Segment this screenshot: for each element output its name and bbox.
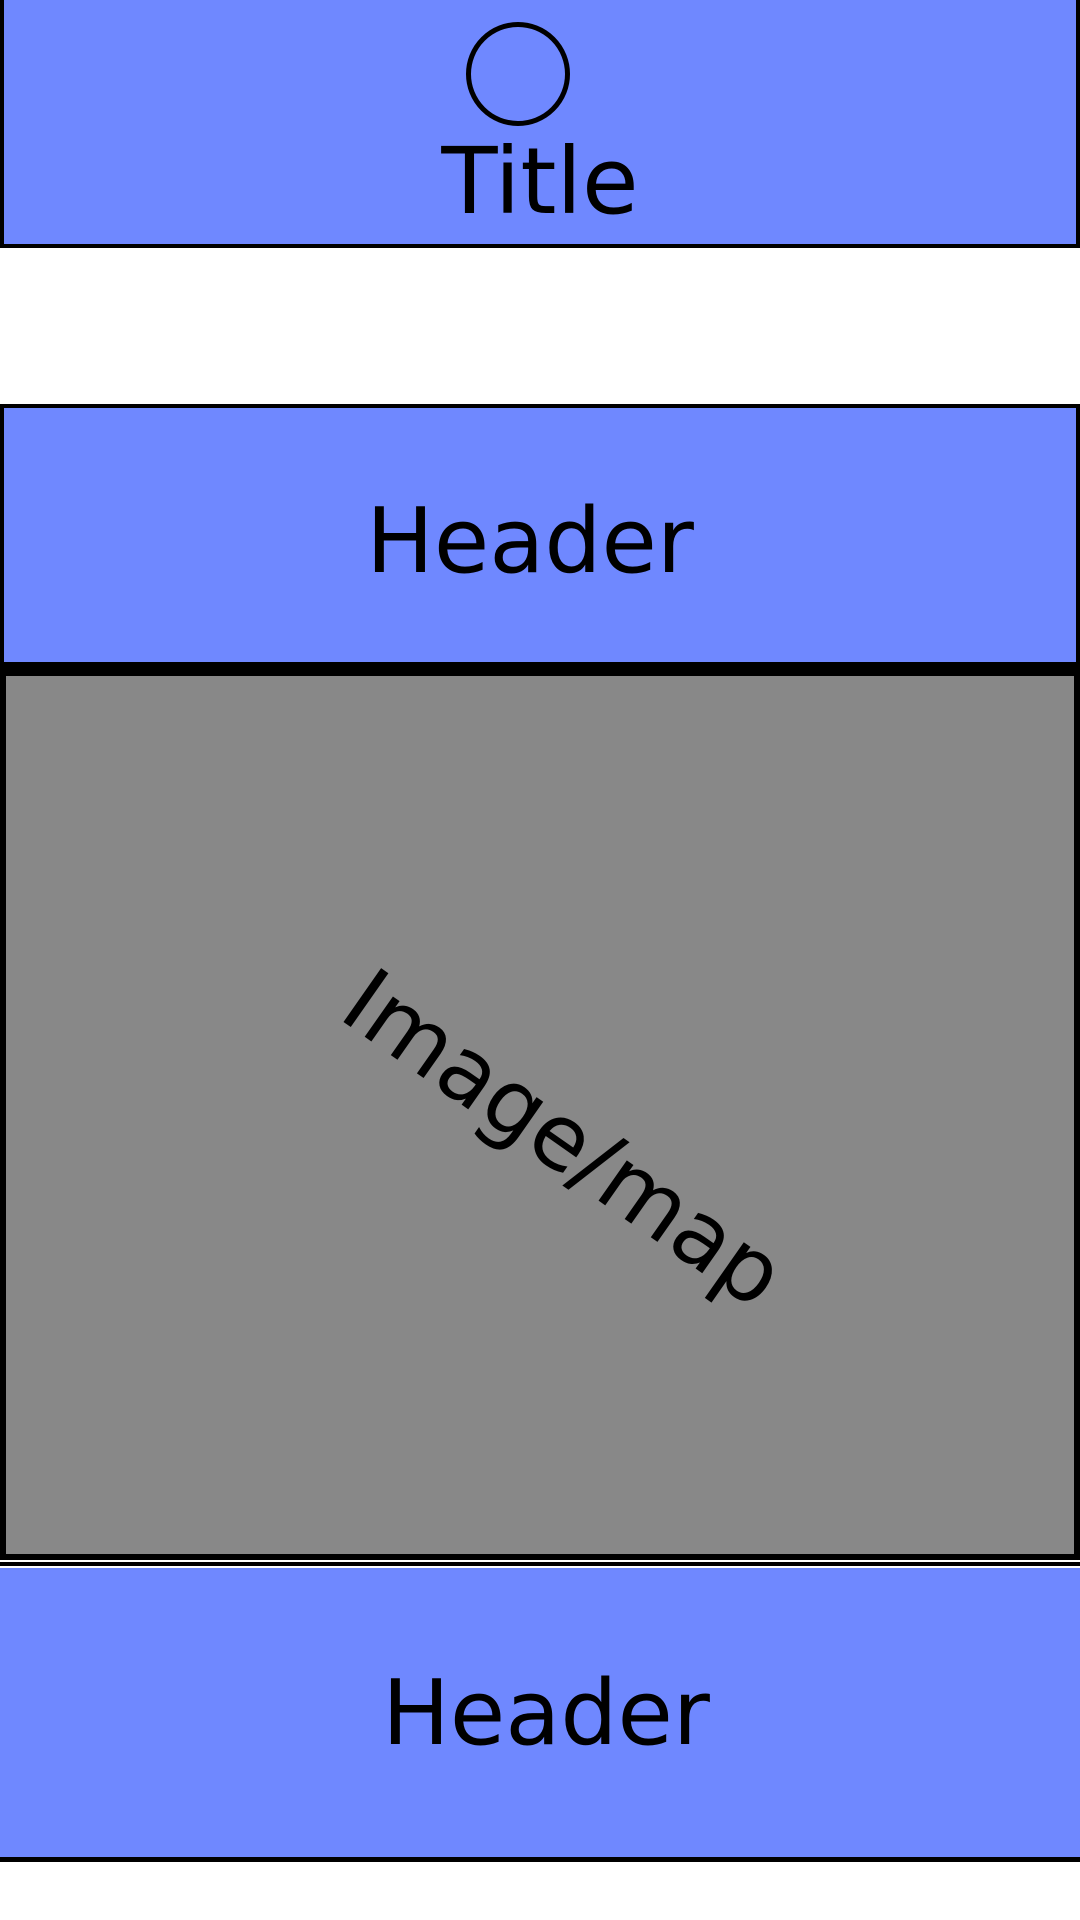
title-bar: Title: [0, 0, 1080, 248]
circle-logo-icon: [466, 22, 570, 126]
page-title: Title: [441, 128, 639, 235]
section-divider: [0, 1562, 1080, 1566]
top-header: Header: [0, 404, 1080, 670]
bottom-header-label: Header: [382, 1661, 710, 1766]
top-header-label: Header: [366, 489, 694, 594]
image-map-placeholder[interactable]: [0, 670, 1080, 1560]
bottom-header: Header: [0, 1568, 1080, 1862]
